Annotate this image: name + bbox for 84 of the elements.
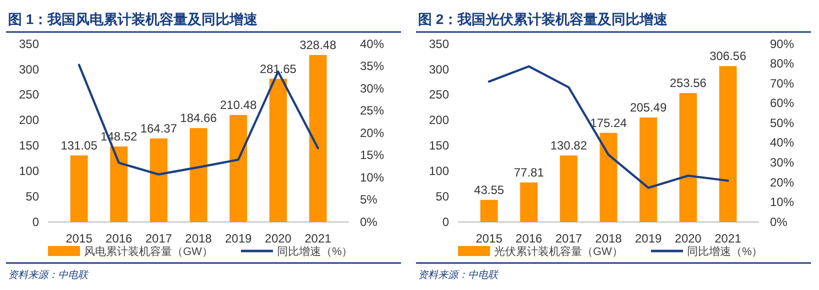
y2-tick-label: 10% <box>360 170 384 184</box>
data-label: 184.66 <box>180 111 218 126</box>
legend-label: 风电累计装机容量（GW） <box>84 245 213 258</box>
data-label: 253.56 <box>670 76 707 90</box>
chart-title: 图 2：我国光伏累计装机容量及同比增速 <box>418 11 669 27</box>
data-label: 306.56 <box>710 49 747 64</box>
x-tick-label: 2015 <box>476 232 503 246</box>
y2-tick-label: 5% <box>360 192 378 207</box>
y2-tick-label: 30% <box>770 156 794 170</box>
y-tick-label: 50 <box>436 189 450 204</box>
x-tick-label: 2021 <box>714 232 742 246</box>
data-label: 281.65 <box>260 62 297 76</box>
x-tick-label: 2020 <box>264 232 292 246</box>
data-label: 164.37 <box>140 121 178 136</box>
y2-tick-label: 50% <box>770 116 794 130</box>
text: 资料来源：中电联 <box>8 269 89 281</box>
y2-tick-label: 30% <box>360 81 384 96</box>
y-tick-label: 150 <box>18 138 40 153</box>
bar <box>560 155 578 222</box>
y-tick-label: 100 <box>428 164 450 178</box>
bar <box>70 155 88 222</box>
data-label: 43.55 <box>474 182 504 197</box>
y-tick-label: 150 <box>428 138 450 153</box>
bar <box>679 93 697 222</box>
y-tick-label: 300 <box>18 62 40 76</box>
y2-tick-label: 20% <box>360 126 384 140</box>
legend-label: 同比增速（%） <box>276 245 353 258</box>
data-label: 131.05 <box>60 138 98 152</box>
bar <box>150 138 168 222</box>
x-tick-label: 2016 <box>106 232 133 246</box>
x-tick-label: 2019 <box>634 232 662 246</box>
bar <box>480 200 498 222</box>
x-tick-label: 2016 <box>516 232 543 246</box>
bar <box>520 182 538 222</box>
data-label: 130.82 <box>550 138 588 152</box>
y-tick-label: 200 <box>428 113 450 128</box>
x-tick-label: 2015 <box>66 232 93 246</box>
data-label: 205.49 <box>630 100 667 114</box>
bar <box>600 132 618 222</box>
y2-tick-label: 90% <box>770 36 794 51</box>
y-tick-label: 50 <box>26 189 40 204</box>
y2-tick-label: 40% <box>360 36 384 51</box>
y-tick-label: 350 <box>18 36 40 51</box>
y-tick-label: 300 <box>428 62 450 76</box>
chart-title: 图 1：我国风电累计装机容量及同比增速 <box>8 11 259 27</box>
y-tick-label: 0 <box>442 214 450 229</box>
y2-tick-label: 0% <box>360 214 378 229</box>
text: 资料来源：中电联 <box>418 269 499 281</box>
bar <box>110 146 128 222</box>
y2-tick-label: 80% <box>770 56 794 71</box>
legend-label: 光伏累计装机容量（GW） <box>494 245 623 258</box>
bar <box>190 128 208 222</box>
bar <box>719 66 737 222</box>
y2-tick-label: 10% <box>770 195 794 210</box>
y2-tick-label: 0% <box>770 214 788 229</box>
y-tick-label: 350 <box>428 36 450 51</box>
y2-tick-label: 20% <box>770 175 794 190</box>
y-tick-label: 200 <box>18 113 40 128</box>
bar <box>230 114 248 222</box>
x-tick-label: 2021 <box>304 232 332 246</box>
x-tick-label: 2018 <box>185 232 212 246</box>
y-tick-label: 0 <box>32 214 40 229</box>
x-tick-label: 2017 <box>555 232 582 246</box>
y-tick-label: 250 <box>18 88 40 102</box>
x-tick-label: 2018 <box>595 232 622 246</box>
y2-tick-label: 40% <box>770 136 794 150</box>
y2-tick-label: 70% <box>770 76 794 90</box>
data-label: 328.48 <box>300 38 337 52</box>
legend-label: 同比增速（%） <box>686 245 763 258</box>
x-tick-label: 2017 <box>145 232 172 246</box>
y2-tick-label: 35% <box>360 59 384 74</box>
x-tick-label: 2019 <box>224 232 252 246</box>
data-label: 210.48 <box>220 98 257 112</box>
data-label: 175.24 <box>590 116 628 130</box>
bar <box>309 54 327 222</box>
y-tick-label: 250 <box>428 88 450 102</box>
bar <box>640 117 658 222</box>
bar <box>269 78 287 222</box>
y2-tick-label: 25% <box>360 104 384 118</box>
y2-tick-label: 60% <box>770 96 794 110</box>
x-tick-label: 2020 <box>674 232 702 246</box>
y2-tick-label: 15% <box>360 148 384 162</box>
data-label: 77.81 <box>514 165 544 180</box>
y-tick-label: 100 <box>18 164 40 178</box>
